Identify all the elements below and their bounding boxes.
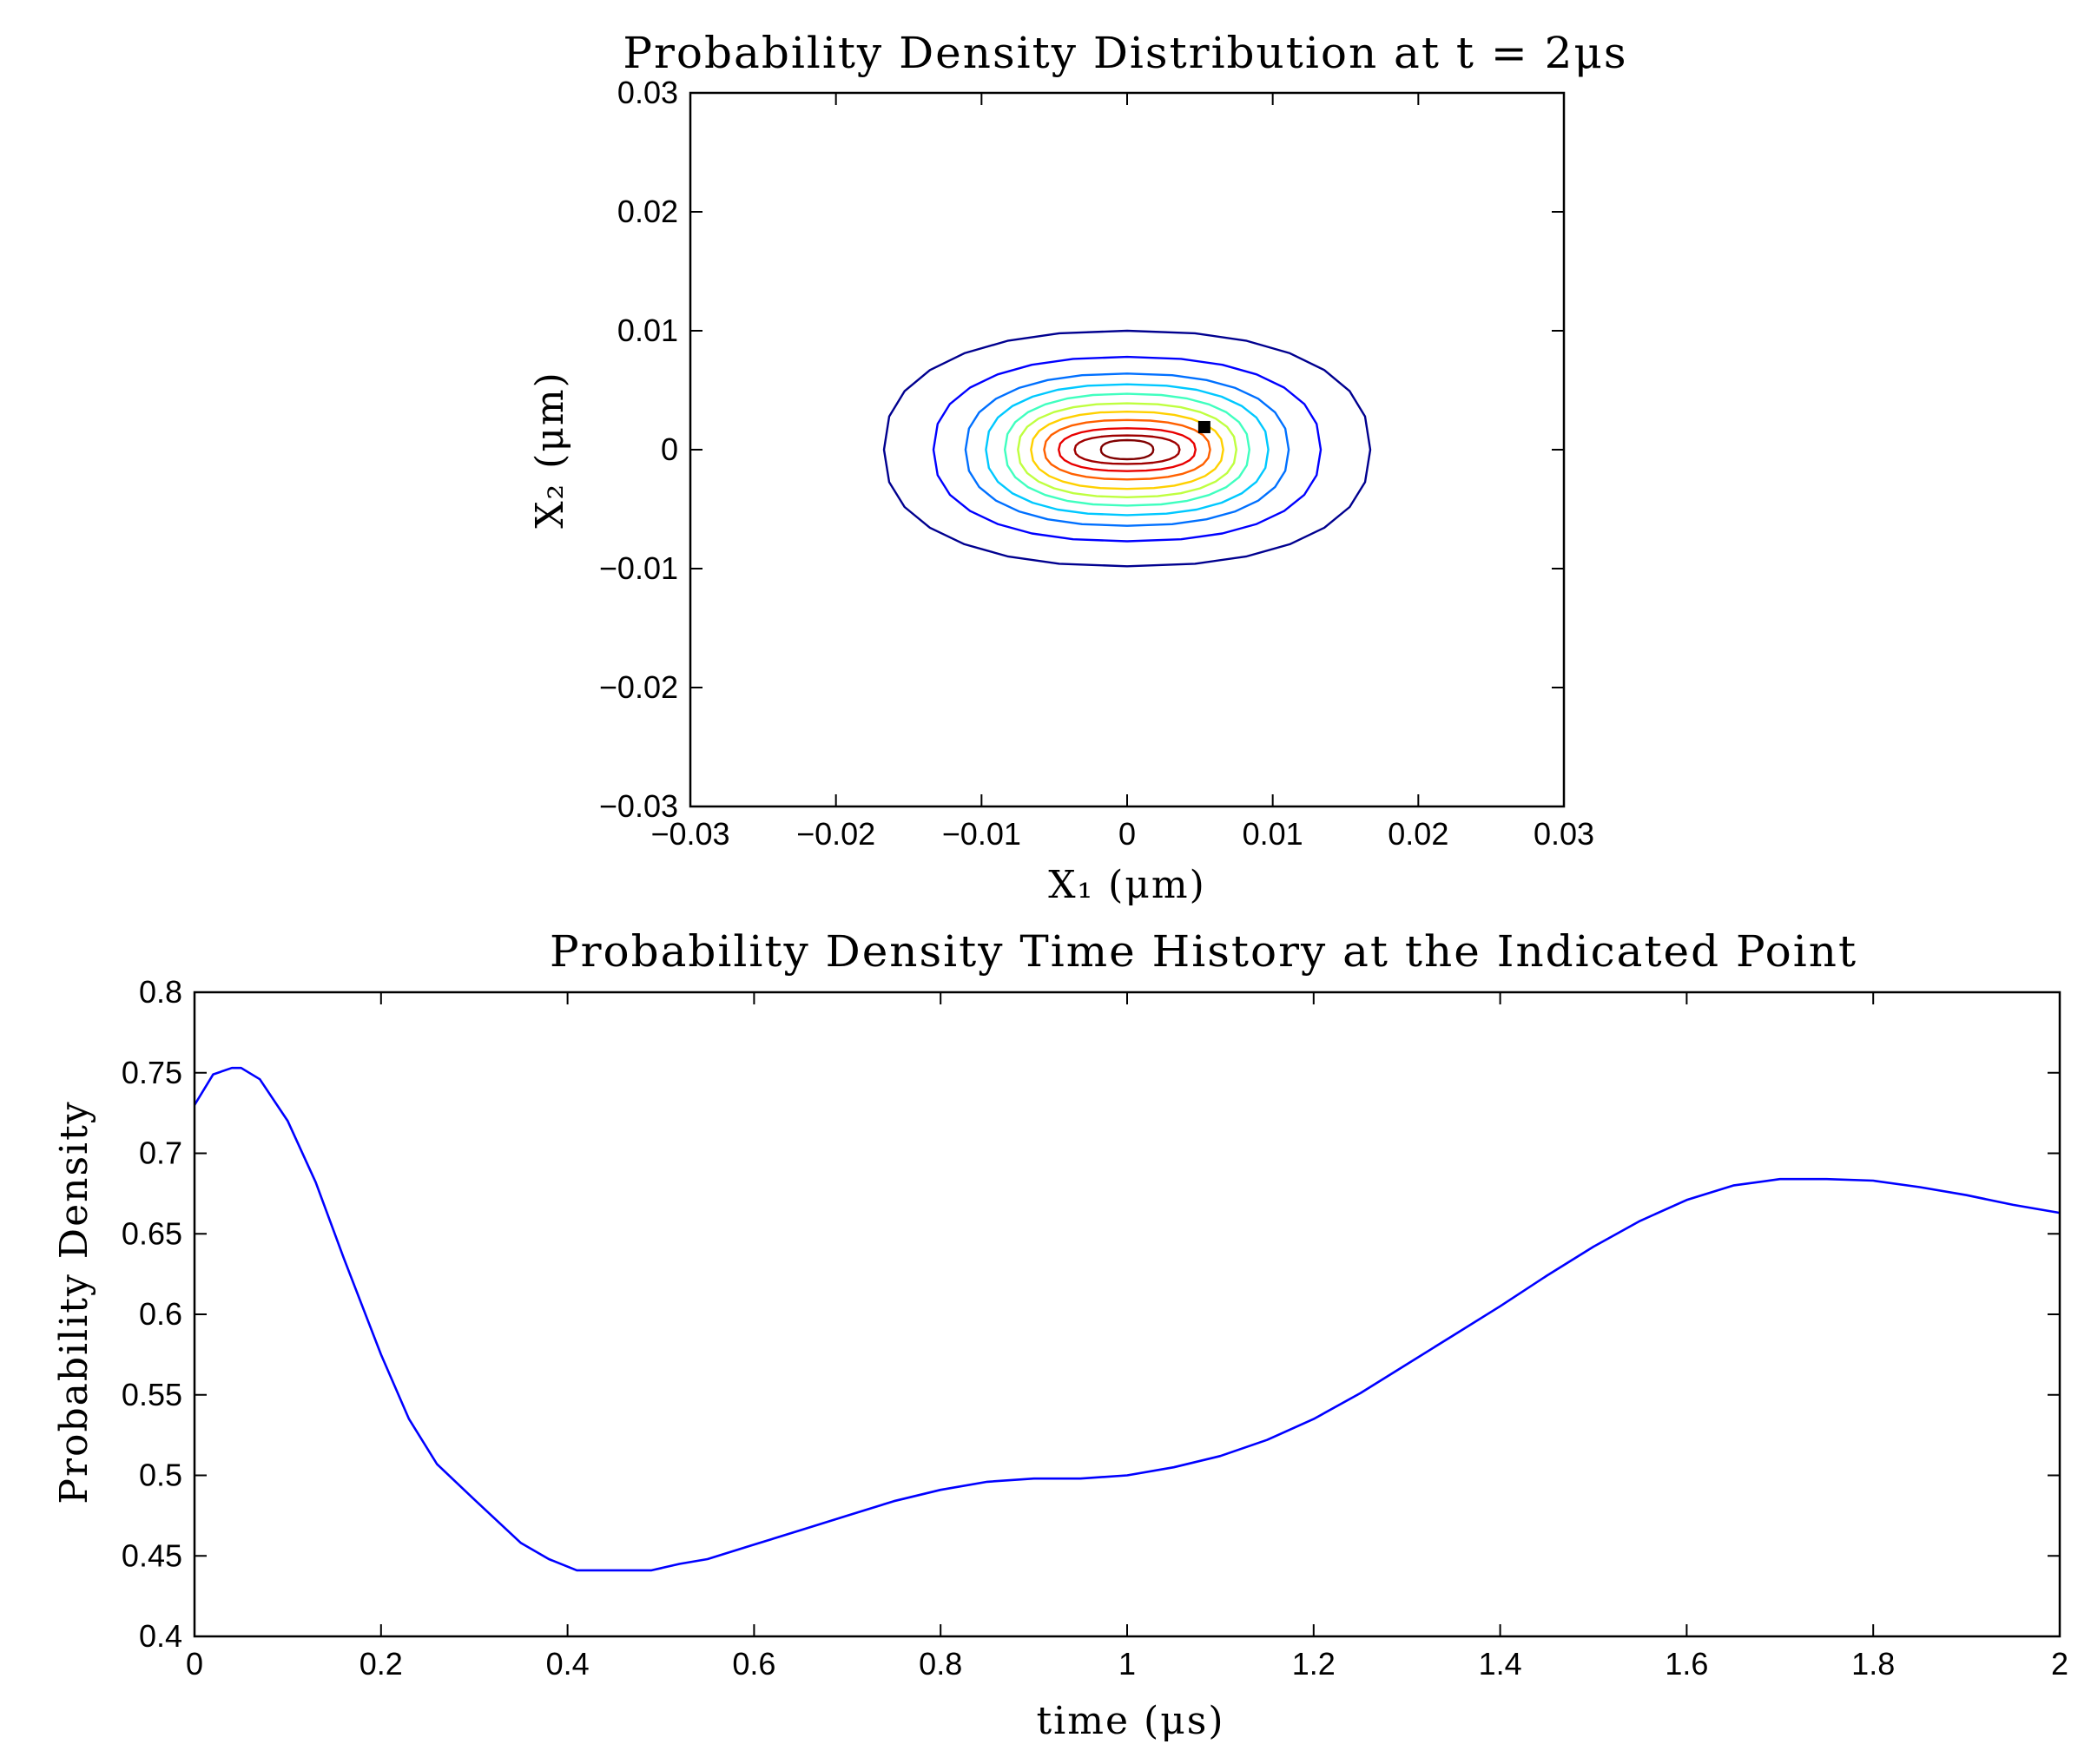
contour-x-tick-label: 0.01 xyxy=(1243,816,1303,852)
contour-level-9 xyxy=(1057,427,1197,472)
line-plot-area xyxy=(193,1066,2061,1572)
contour-y-tick-label: 0.02 xyxy=(617,194,678,229)
line-x-tick-label: 1 xyxy=(1118,1646,1136,1682)
line-y-tick-label: 0.8 xyxy=(139,974,182,1010)
contour-level-6 xyxy=(1017,402,1238,498)
line-y-tick-label: 0.45 xyxy=(122,1537,182,1573)
contour-level-7 xyxy=(1030,411,1224,490)
contour-x-tick-label: −0.03 xyxy=(650,816,729,852)
line-y-tick-label: 0.5 xyxy=(139,1458,182,1493)
contour-level-5 xyxy=(1003,392,1251,507)
line-ticks: 0 0.2 0.4 0.6 0.8 1 1.2 1.4 1.6 1.8 2 0.4 0.45 0.5 0.5… xyxy=(122,974,2068,1682)
contour-y-tick-label: 0.01 xyxy=(617,313,678,348)
contour-x-tick-label: 0.03 xyxy=(1534,816,1594,852)
contour-chart: Probability Density Distribution at t = … xyxy=(528,28,1627,907)
contour-x-tick-label: −0.01 xyxy=(942,816,1021,852)
contour-plot-area xyxy=(882,329,1372,568)
contour-x-tick-label: −0.02 xyxy=(796,816,875,852)
contour-y-tick-label: 0 xyxy=(661,431,678,467)
line-y-tick-label: 0.4 xyxy=(139,1618,182,1654)
contour-chart-title: Probability Density Distribution at t = … xyxy=(623,28,1627,78)
contour-x-axis-label: X₁ (μm) xyxy=(1048,863,1206,907)
line-chart-title: Probability Density Time History at the … xyxy=(550,926,1857,977)
line-x-tick-label: 1.4 xyxy=(1479,1646,1522,1682)
probability-density-series-line xyxy=(193,1066,2061,1572)
contour-level-1 xyxy=(882,329,1372,568)
line-y-tick-label: 0.75 xyxy=(122,1055,182,1090)
line-y-tick-label: 0.65 xyxy=(122,1215,182,1251)
line-y-tick-label: 0.6 xyxy=(139,1296,182,1332)
contour-y-tick-label: −0.03 xyxy=(599,788,678,824)
indicated-point-marker xyxy=(1197,420,1210,433)
line-x-tick-label: 2 xyxy=(2051,1646,2068,1682)
contour-y-tick-label: 0.03 xyxy=(617,75,678,110)
line-x-tick-label: 0.6 xyxy=(732,1646,775,1682)
line-y-tick-label: 0.7 xyxy=(139,1135,182,1171)
line-x-tick-label: 0.4 xyxy=(546,1646,590,1682)
line-y-axis-label: Probability Density xyxy=(52,1100,96,1504)
line-x-tick-label: 1.2 xyxy=(1292,1646,1336,1682)
line-chart: Probability Density Time History at the … xyxy=(52,926,2068,1743)
contour-level-2 xyxy=(932,355,1323,543)
line-x-tick-label: 0 xyxy=(186,1646,203,1682)
contour-level-11 xyxy=(1099,438,1155,461)
contour-ticks: −0.03 −0.02 −0.01 0 0.01 0.02 0.03 −0.03 −0.02 −0… xyxy=(599,75,1594,852)
contour-y-axis-label: X₂ (μm) xyxy=(528,371,572,529)
line-x-tick-label: 1.6 xyxy=(1665,1646,1708,1682)
line-axes-box xyxy=(193,991,2061,1638)
line-x-tick-label: 0.2 xyxy=(359,1646,403,1682)
contour-axes-box xyxy=(689,91,1566,808)
contour-x-tick-label: 0.02 xyxy=(1388,816,1448,852)
contour-level-8 xyxy=(1043,418,1211,481)
line-x-tick-label: 1.8 xyxy=(1851,1646,1895,1682)
contour-x-tick-label: 0 xyxy=(1118,816,1136,852)
line-y-tick-label: 0.55 xyxy=(122,1377,182,1412)
contour-level-3 xyxy=(964,372,1290,527)
contour-y-tick-label: −0.01 xyxy=(599,550,678,586)
line-x-axis-label: time (μs) xyxy=(1036,1699,1224,1743)
contour-level-10 xyxy=(1073,434,1181,465)
line-x-tick-label: 0.8 xyxy=(919,1646,962,1682)
contour-level-4 xyxy=(985,383,1270,517)
contour-y-tick-label: −0.02 xyxy=(599,669,678,705)
